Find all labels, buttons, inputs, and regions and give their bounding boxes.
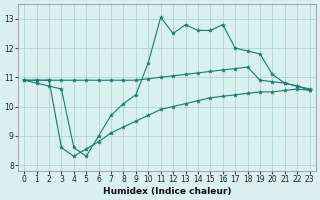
X-axis label: Humidex (Indice chaleur): Humidex (Indice chaleur) bbox=[103, 187, 231, 196]
